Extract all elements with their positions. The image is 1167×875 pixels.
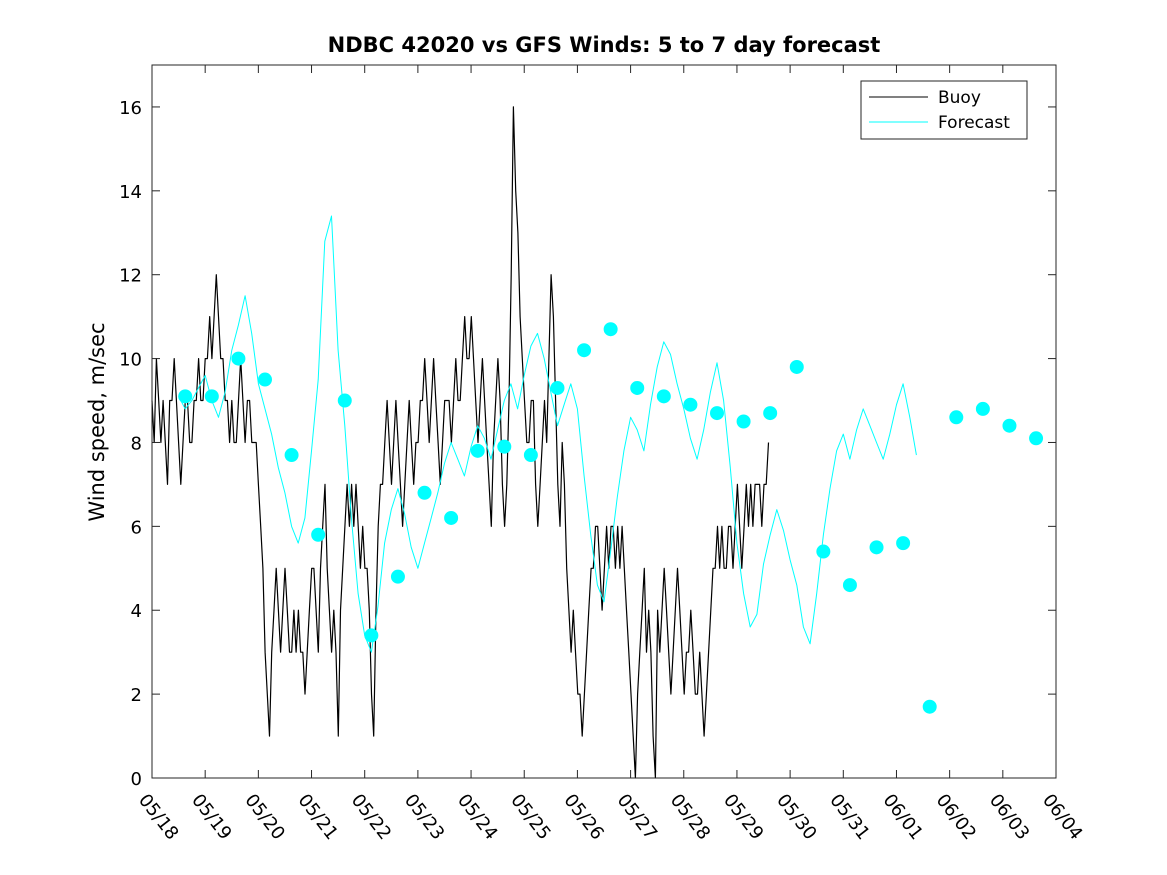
forecast-marker bbox=[789, 359, 804, 374]
y-tick-label: 0 bbox=[131, 769, 142, 790]
forecast-marker bbox=[284, 448, 299, 463]
plot-background bbox=[152, 65, 1056, 778]
forecast-marker bbox=[311, 527, 326, 542]
forecast-marker bbox=[975, 401, 990, 416]
forecast-marker bbox=[417, 485, 432, 500]
forecast-marker bbox=[231, 351, 246, 366]
y-tick-label: 10 bbox=[119, 350, 142, 371]
y-tick-label: 6 bbox=[131, 517, 142, 538]
forecast-marker bbox=[736, 414, 751, 429]
forecast-marker bbox=[630, 380, 645, 395]
forecast-marker bbox=[497, 439, 512, 454]
forecast-marker bbox=[896, 536, 911, 551]
forecast-marker bbox=[577, 343, 592, 358]
forecast-series-line bbox=[178, 215, 917, 653]
forecast-marker bbox=[444, 510, 459, 525]
y-tick-label: 4 bbox=[131, 601, 142, 622]
y-tick-label: 12 bbox=[119, 266, 142, 287]
marker-group bbox=[178, 322, 1044, 714]
forecast-marker bbox=[816, 544, 831, 559]
forecast-marker bbox=[683, 397, 698, 412]
forecast-marker bbox=[842, 578, 857, 593]
forecast-marker bbox=[949, 410, 964, 425]
forecast-marker bbox=[390, 569, 405, 584]
y-axis-label: Wind speed, m/sec bbox=[85, 322, 109, 521]
forecast-marker bbox=[1002, 418, 1017, 433]
y-tick-label: 16 bbox=[119, 98, 142, 119]
forecast-marker bbox=[603, 322, 618, 337]
legend-label-forecast: Forecast bbox=[938, 113, 1010, 133]
buoy-series-line bbox=[151, 106, 770, 779]
forecast-marker bbox=[470, 443, 485, 458]
y-tick-label: 8 bbox=[131, 433, 142, 454]
forecast-marker bbox=[763, 406, 778, 421]
legend-label-buoy: Buoy bbox=[938, 88, 981, 108]
forecast-marker bbox=[922, 699, 937, 714]
forecast-marker bbox=[337, 393, 352, 408]
forecast-marker bbox=[656, 389, 671, 404]
forecast-marker bbox=[710, 406, 724, 421]
plot-frame bbox=[151, 64, 1057, 779]
y-tick-label: 2 bbox=[131, 685, 142, 706]
forecast-marker bbox=[178, 389, 193, 404]
forecast-marker bbox=[550, 380, 565, 395]
legend: Buoy Forecast bbox=[860, 80, 1028, 140]
legend-box bbox=[860, 80, 1028, 140]
forecast-marker bbox=[1029, 431, 1044, 446]
chart-title: NDBC 42020 vs GFS Winds: 5 to 7 day fore… bbox=[328, 33, 881, 57]
forecast-marker bbox=[869, 540, 884, 555]
y-tick-label: 14 bbox=[119, 182, 142, 203]
forecast-marker bbox=[523, 448, 538, 463]
forecast-marker bbox=[258, 372, 272, 387]
forecast-marker bbox=[364, 628, 379, 643]
series-group bbox=[151, 106, 917, 779]
forecast-marker bbox=[204, 389, 219, 404]
